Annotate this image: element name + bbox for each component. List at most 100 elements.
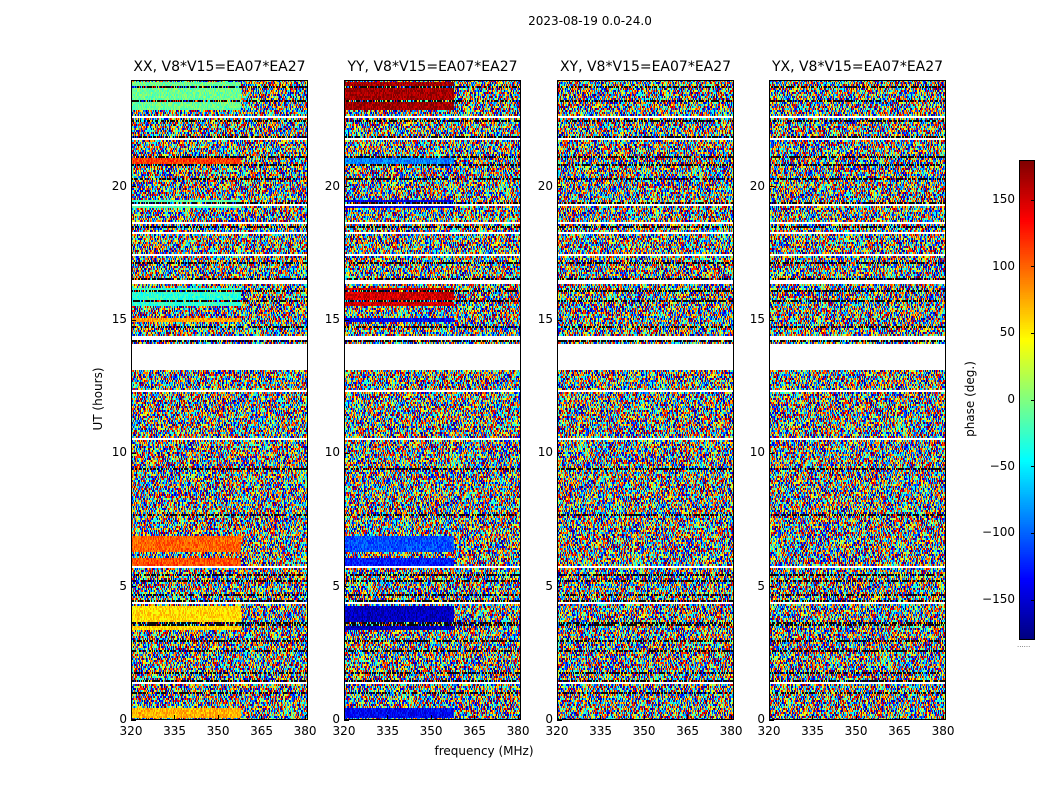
colorbar-tick-label: 100 <box>992 258 1015 273</box>
x-tick-mark <box>899 715 901 720</box>
x-tick-label: 380 <box>931 724 955 738</box>
x-tick-mark <box>217 715 219 720</box>
colorbar-tick-label: 50 <box>999 325 1015 340</box>
x-tick-label: 350 <box>419 724 443 738</box>
y-tick-label: 0 <box>757 712 765 726</box>
y-tick-label: 0 <box>545 712 553 726</box>
x-tick-mark <box>474 715 476 720</box>
x-tick-mark <box>942 715 944 720</box>
colorbar-tick-mark <box>1031 266 1035 268</box>
panel-frame-yy <box>344 80 521 720</box>
y-tick-mark <box>344 719 349 721</box>
x-tick-label: 350 <box>632 724 656 738</box>
y-tick-mark <box>769 586 774 588</box>
x-tick-mark <box>687 715 689 720</box>
y-tick-label: 20 <box>111 178 127 193</box>
colorbar-tick-mark <box>1031 199 1035 201</box>
x-tick-label: 365 <box>463 724 487 738</box>
x-tick-mark <box>387 715 389 720</box>
y-tick-mark <box>769 719 774 721</box>
y-tick-mark <box>131 186 136 188</box>
y-tick-label: 15 <box>111 312 127 326</box>
y-axis-label: UT (hours) <box>91 367 105 431</box>
y-tick-mark <box>557 719 562 721</box>
y-tick-mark <box>131 319 136 321</box>
figure-title: 2023-08-19 0.0-24.0 <box>528 14 652 28</box>
y-tick-label: 15 <box>324 312 340 326</box>
y-tick-mark <box>769 319 774 321</box>
x-tick-mark <box>855 715 857 720</box>
y-tick-label: 10 <box>749 445 765 460</box>
x-tick-label: 380 <box>506 724 530 738</box>
x-tick-mark <box>261 715 263 720</box>
colorbar-footer: ...... <box>1017 641 1031 649</box>
x-tick-mark <box>768 715 770 720</box>
x-tick-mark <box>304 715 306 720</box>
panel-frame-yx <box>769 80 946 720</box>
x-tick-mark <box>174 715 176 720</box>
panel-title-xx: XX, V8*V15=EA07*EA27 <box>133 59 306 75</box>
y-tick-mark <box>344 319 349 321</box>
x-tick-label: 365 <box>888 724 912 738</box>
x-tick-mark <box>556 715 558 720</box>
y-tick-label: 20 <box>324 178 340 193</box>
x-tick-label: 350 <box>844 724 868 738</box>
y-tick-mark <box>557 586 562 588</box>
y-tick-mark <box>344 586 349 588</box>
panel-title-yy: YY, V8*V15=EA07*EA27 <box>347 59 518 75</box>
x-tick-mark <box>812 715 814 720</box>
colorbar-tick-label: −100 <box>982 525 1015 540</box>
x-tick-label: 380 <box>293 724 317 738</box>
x-tick-label: 380 <box>719 724 743 738</box>
colorbar-tick-mark <box>1031 332 1035 334</box>
heatmap-xx <box>131 80 308 720</box>
x-axis-label: frequency (MHz) <box>434 744 534 758</box>
y-tick-label: 10 <box>324 445 340 460</box>
x-tick-label: 335 <box>801 724 824 738</box>
y-tick-label: 20 <box>749 178 765 193</box>
y-tick-label: 15 <box>749 312 765 326</box>
x-tick-mark <box>600 715 602 720</box>
x-tick-mark <box>730 715 732 720</box>
y-tick-label: 5 <box>332 578 340 593</box>
x-tick-label: 335 <box>376 724 399 738</box>
panel-title-yx: YX, V8*V15=EA07*EA27 <box>771 59 944 75</box>
colorbar-tick-mark <box>1031 466 1035 468</box>
panel-frame-xy <box>557 80 734 720</box>
heatmap-yy <box>344 80 521 720</box>
y-tick-label: 15 <box>537 312 553 326</box>
y-tick-label: 5 <box>545 578 553 593</box>
colorbar-tick-mark <box>1031 399 1035 401</box>
heatmap-yx <box>769 80 946 720</box>
colorbar-tick-label: −150 <box>982 592 1015 606</box>
x-tick-label: 335 <box>163 724 186 738</box>
x-tick-label: 320 <box>332 724 356 738</box>
panel-title-xy: XY, V8*V15=EA07*EA27 <box>559 59 732 75</box>
y-tick-label: 10 <box>111 445 127 460</box>
x-tick-mark <box>343 715 345 720</box>
y-tick-label: 20 <box>537 178 553 193</box>
y-tick-mark <box>557 319 562 321</box>
x-tick-label: 365 <box>676 724 700 738</box>
y-tick-label: 0 <box>332 712 340 726</box>
x-tick-mark <box>130 715 132 720</box>
y-tick-mark <box>769 452 774 454</box>
x-tick-mark <box>430 715 432 720</box>
y-tick-mark <box>557 452 562 454</box>
y-tick-mark <box>557 186 562 188</box>
y-tick-mark <box>131 719 136 721</box>
x-tick-label: 365 <box>250 724 274 738</box>
y-tick-mark <box>131 452 136 454</box>
colorbar-tick-label: 150 <box>992 192 1015 206</box>
y-tick-label: 0 <box>119 712 127 726</box>
colorbar-tick-mark <box>1031 532 1035 534</box>
x-tick-label: 320 <box>757 724 781 738</box>
colorbar <box>1019 160 1035 640</box>
x-tick-label: 335 <box>589 724 612 738</box>
y-tick-label: 5 <box>119 578 127 593</box>
y-tick-label: 10 <box>537 445 553 460</box>
x-tick-label: 320 <box>119 724 143 738</box>
heatmap-xy <box>557 80 734 720</box>
x-tick-mark <box>517 715 519 720</box>
panel-frame-xx <box>131 80 308 720</box>
